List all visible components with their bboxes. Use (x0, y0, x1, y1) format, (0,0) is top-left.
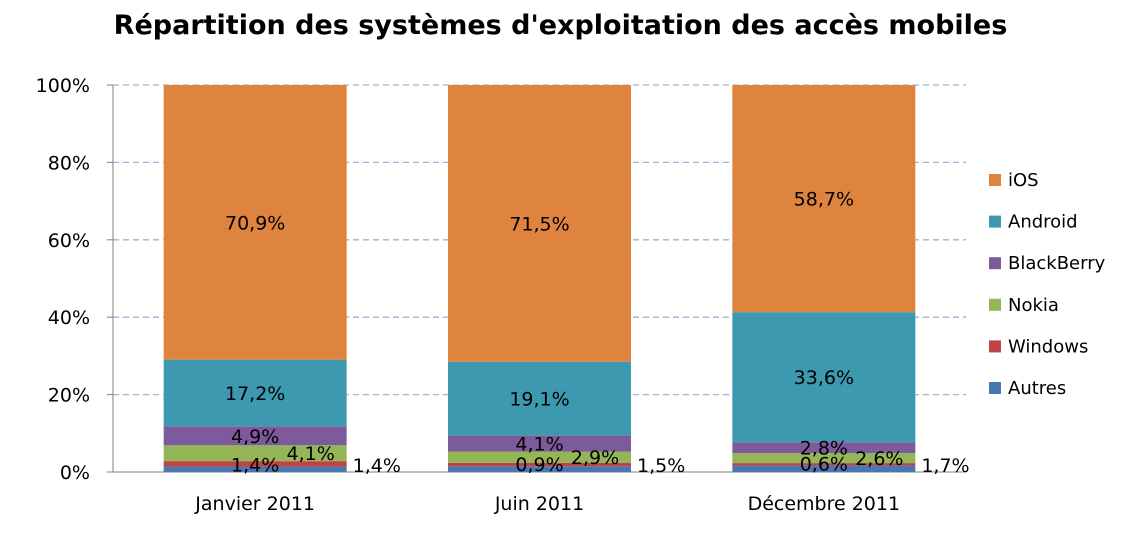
legend: iOS Android BlackBerry Nokia Windows Autres (989, 170, 1106, 399)
chart-title: Répartition des systèmes d'exploitation … (113, 10, 1008, 41)
data-labels: 1,4% 1,4% 4,1% 4,9% 17,2% 70,9% 1,5% 0,9% 2,9% 4,… (225, 189, 970, 477)
legend-swatch-ios (989, 174, 1001, 186)
legend-swatch-android (989, 215, 1001, 228)
data-label-autres-janvier-2011: 1,4% (353, 455, 401, 477)
bar-nokia-juin-2011 (448, 451, 631, 463)
data-label-android-janvier-2011: 17,2% (225, 383, 285, 405)
bar-nokia-decembre-2011 (732, 453, 916, 464)
legend-label-autres: Autres (1008, 378, 1066, 399)
bar-blackberry-juin-2011 (448, 435, 631, 452)
bar-windows-decembre-2011 (732, 463, 916, 466)
y-tick-label: 0% (60, 462, 90, 484)
legend-label-nokia: Nokia (1008, 295, 1059, 316)
bar-nokia-janvier-2011 (163, 445, 347, 462)
bar-ios-decembre-2011 (732, 85, 916, 313)
bars (163, 85, 916, 472)
bar-windows-janvier-2011 (163, 461, 347, 467)
y-tick-label: 20% (48, 385, 90, 407)
bar-ios-juin-2011 (448, 85, 631, 362)
legend-swatch-windows (989, 340, 1001, 353)
y-tick-label: 60% (48, 230, 90, 252)
legend-label-ios: iOS (1008, 170, 1039, 191)
data-label-autres-decembre-2011: 1,7% (921, 455, 969, 477)
data-label-autres-juin-2011: 1,5% (637, 455, 685, 477)
data-label-ios-decembre-2011: 58,7% (794, 189, 854, 211)
data-label-blackberry-juin-2011: 4,1% (515, 434, 563, 456)
x-category-label: Juin 2011 (494, 493, 584, 515)
bar-windows-juin-2011 (448, 462, 631, 467)
legend-swatch-blackberry (989, 257, 1001, 270)
bar-blackberry-decembre-2011 (732, 442, 916, 454)
data-label-blackberry-decembre-2011: 2,8% (800, 438, 848, 460)
data-label-android-juin-2011: 19,1% (509, 389, 569, 411)
x-category-label: Janvier 2011 (194, 493, 315, 515)
legend-label-blackberry: BlackBerry (1008, 253, 1106, 274)
bar-android-juin-2011 (448, 361, 631, 436)
bar-autres-decembre-2011 (732, 465, 916, 472)
data-label-android-decembre-2011: 33,6% (794, 367, 854, 389)
bar-blackberry-janvier-2011 (163, 426, 347, 446)
data-label-nokia-janvier-2011: 4,1% (287, 443, 335, 465)
data-label-ios-juin-2011: 71,5% (509, 213, 569, 235)
legend-label-windows: Windows (1008, 336, 1088, 357)
data-label-windows-decembre-2011: 0,6% (800, 453, 848, 475)
bar-autres-janvier-2011 (163, 466, 347, 472)
data-label-windows-janvier-2011: 1,4% (231, 455, 279, 477)
bar-ios-janvier-2011 (163, 85, 347, 360)
axes: 0% 20% 40% 60% 80% 100% Janvier 2011 Juin 2011 D… (36, 75, 966, 515)
legend-swatch-nokia (989, 298, 1001, 311)
y-tick-label: 40% (48, 307, 90, 329)
y-tick-label: 100% (36, 75, 90, 97)
bar-android-decembre-2011 (732, 312, 916, 443)
bar-android-janvier-2011 (163, 359, 347, 427)
x-category-label: Décembre 2011 (748, 493, 901, 515)
legend-label-android: Android (1008, 212, 1078, 233)
bar-autres-juin-2011 (448, 466, 631, 472)
data-label-ios-janvier-2011: 70,9% (225, 212, 285, 234)
y-tick-label: 80% (48, 152, 90, 174)
data-label-windows-juin-2011: 0,9% (515, 454, 563, 476)
data-label-blackberry-janvier-2011: 4,9% (231, 426, 279, 448)
data-label-nokia-decembre-2011: 2,6% (855, 448, 903, 470)
legend-swatch-autres (989, 382, 1001, 394)
data-label-nokia-juin-2011: 2,9% (571, 447, 619, 469)
